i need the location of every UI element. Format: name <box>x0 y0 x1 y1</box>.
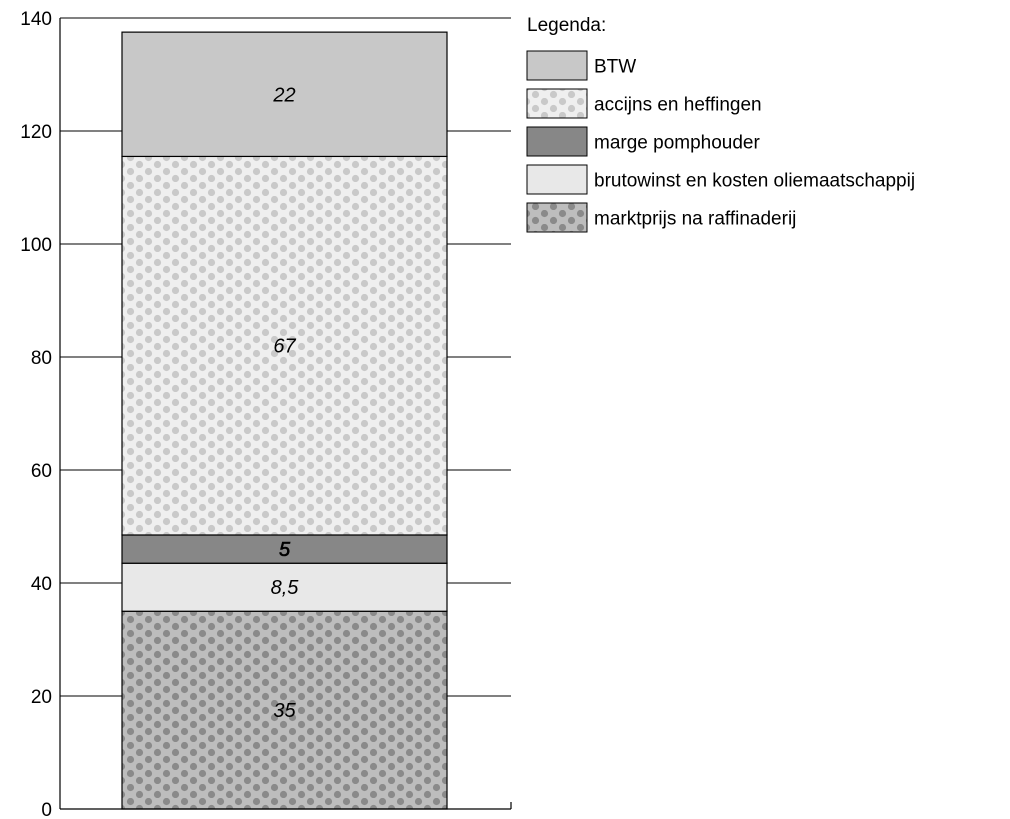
y-tick-label-0: 0 <box>41 800 52 819</box>
bar-stack: 35 8,5 5 67 22 <box>121 31 448 810</box>
segment-value-label-0: 35 <box>273 700 296 722</box>
y-tick-label-100: 100 <box>20 235 52 256</box>
legend-label-3: accijns en heffingen <box>594 95 762 116</box>
legend-label-2: marge pomphouder <box>594 133 760 154</box>
legend-label-0: marktprijs na raffinaderij <box>594 209 796 230</box>
legend-swatch-1 <box>526 164 588 195</box>
y-tick-label-140: 140 <box>20 9 52 30</box>
legend-title: Legenda: <box>527 15 606 36</box>
legend-swatch-3 <box>526 88 588 119</box>
y-tick-label-40: 40 <box>31 574 52 595</box>
y-tick-label-120: 120 <box>20 122 52 143</box>
legend-label-4: BTW <box>594 57 636 78</box>
y-tick-label-20: 20 <box>31 687 52 708</box>
bar-segment-4 <box>121 31 448 158</box>
legend-label-1: brutowinst en kosten oliemaatschappij <box>594 171 915 192</box>
segment-value-label-3: 67 <box>273 336 296 358</box>
bar-segment-2 <box>121 534 448 564</box>
segment-value-label-2: 5 <box>279 539 291 561</box>
y-tick-label-60: 60 <box>31 461 52 482</box>
bar-segment-1 <box>121 562 448 612</box>
y-tick-label-80: 80 <box>31 348 52 369</box>
segment-value-label-1: 8,5 <box>271 577 300 599</box>
legend: Legenda: BTW accijns en heffingen marge po… <box>526 15 915 233</box>
legend-swatch-2 <box>526 126 588 157</box>
bar-segment-3 <box>121 155 448 536</box>
legend-swatch-4 <box>526 50 588 81</box>
segment-value-label-4: 22 <box>272 84 295 106</box>
y-axis: 0 20 40 60 80 100 120 140 <box>20 9 512 819</box>
legend-swatch-0 <box>526 202 588 233</box>
